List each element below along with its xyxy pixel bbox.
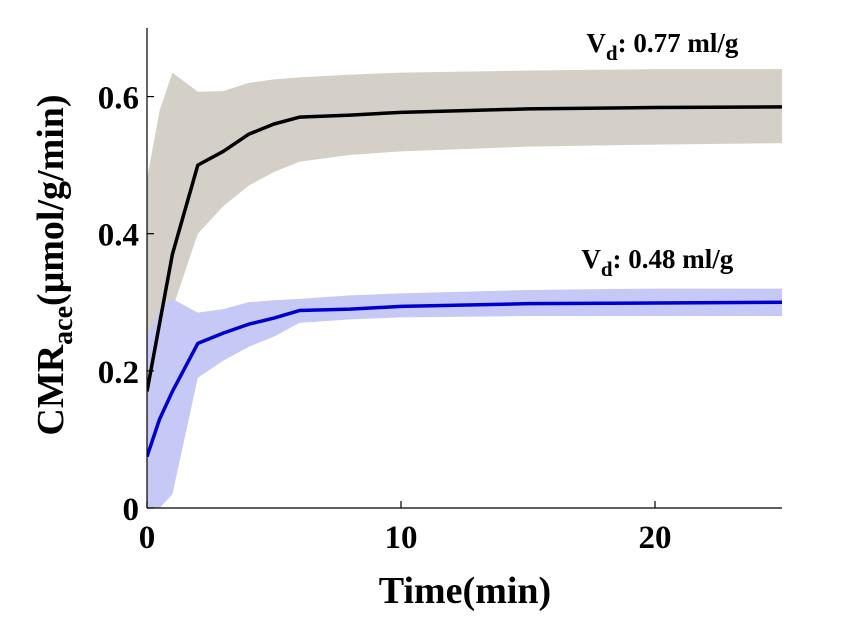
annotation-main: V — [586, 28, 606, 58]
y-tick-label: 0.2 — [98, 355, 139, 391]
y-tick-label: 0.4 — [98, 218, 139, 254]
annotation-text: : 0.48 ml/g — [613, 244, 734, 274]
confidence-band-1 — [147, 288, 782, 508]
series-lines — [147, 105, 782, 458]
ticks: 0 10 20 0 0.2 0.4 0.6 — [98, 81, 672, 556]
y-axis-label-main: CMR — [30, 344, 72, 435]
confidence-bands — [147, 69, 782, 508]
series-annotation-1: Vd: 0.48 ml/g — [581, 244, 733, 281]
x-axis-label: Time(min) — [379, 570, 551, 612]
y-axis-label-sub: ace — [48, 306, 79, 345]
y-tick-label: 0.6 — [98, 81, 139, 117]
x-tick-label: 20 — [639, 520, 672, 556]
annotation-main: V — [581, 244, 601, 274]
annotations: Vd: 0.77 ml/gVd: 0.48 ml/g — [581, 28, 739, 281]
confidence-band-0 — [147, 69, 782, 351]
series-annotation-0: Vd: 0.77 ml/g — [586, 28, 738, 65]
y-axis-label-unit: (μmol/g/min) — [30, 94, 72, 306]
y-axis-label: CMRace(μmol/g/min) — [30, 94, 79, 435]
x-tick-label: 10 — [385, 520, 418, 556]
y-tick-label: 0 — [123, 492, 140, 528]
series-line-1 — [147, 300, 782, 458]
annotation-text: : 0.77 ml/g — [618, 28, 739, 58]
annotation-sub: d — [601, 257, 613, 281]
series-line-0 — [147, 105, 782, 392]
x-tick-label: 0 — [139, 520, 156, 556]
annotation-sub: d — [606, 41, 618, 65]
axes — [146, 28, 782, 509]
